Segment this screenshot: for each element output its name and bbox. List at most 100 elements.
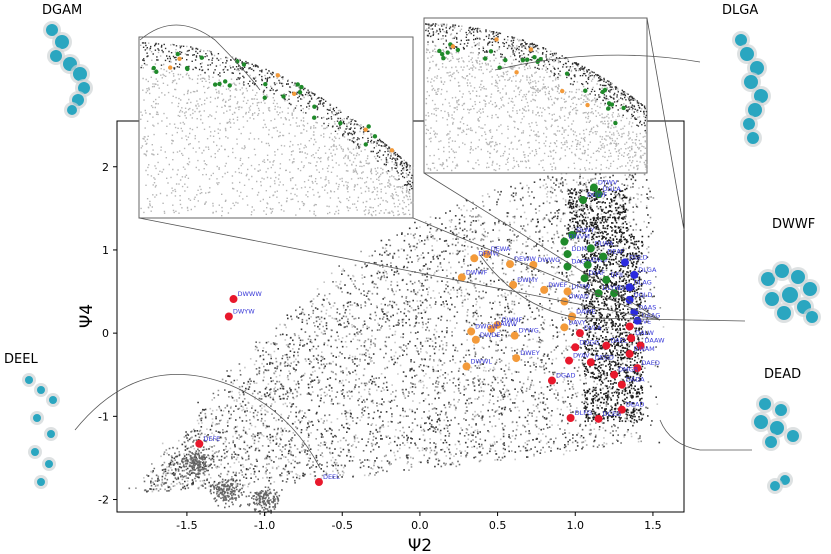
- point-label-dfmw: DFMW: [478, 249, 499, 257]
- inset-mark: [281, 94, 286, 99]
- structure-label-deel: DEEL: [4, 352, 38, 367]
- point-label-daaw: DAAW: [645, 337, 666, 345]
- point-dlwa: [586, 244, 595, 253]
- point-dmgr: [610, 370, 619, 379]
- inset-cloud-dense: [425, 23, 648, 132]
- point-label-dlag: DLAG: [634, 278, 652, 286]
- point-label-dfii: DFII: [610, 271, 623, 279]
- inset-mark: [450, 44, 456, 49]
- point-deel: [314, 478, 323, 487]
- cloud-cluster: [177, 448, 216, 479]
- point-dwam: [625, 349, 634, 358]
- inset-mark: [560, 88, 565, 94]
- point-label-davy: DAVY: [568, 318, 585, 326]
- point-label-deww: DEWW: [514, 255, 537, 263]
- point-label-deve: DEVE: [634, 317, 652, 325]
- point-label-dwwf: DWWF: [466, 268, 488, 276]
- inset-mark: [154, 69, 159, 75]
- point-label-dwww: DWWW: [238, 290, 263, 298]
- structure-label-dlga: DLGA: [722, 3, 758, 18]
- point-dywv: [589, 183, 598, 192]
- point-label-ddmw: DDMW: [571, 245, 594, 253]
- point-dwyw: [224, 312, 233, 321]
- point-dfmw: [470, 254, 479, 263]
- point-label-dwam: DWAM: [634, 345, 655, 353]
- inset-mark: [338, 120, 343, 126]
- y-axis-label: Ψ4: [77, 304, 97, 328]
- point-daww: [487, 324, 496, 333]
- point-dwmf: [493, 320, 502, 329]
- point-label-dael: DAEL: [610, 337, 627, 345]
- inset-mark: [151, 65, 156, 71]
- molecule-dgam-image: [43, 21, 93, 118]
- point-label-dwef: DWEF: [548, 281, 568, 289]
- inset-mark: [488, 49, 494, 54]
- point-daag: [633, 316, 642, 325]
- point-dwey: [512, 354, 521, 363]
- point-label-dalw: DALW: [635, 329, 654, 337]
- inset-mark: [184, 65, 190, 71]
- background-point-cloud: [128, 166, 665, 516]
- inset-mark: [263, 82, 268, 87]
- point-dwmy: [509, 280, 518, 289]
- inset-mark: [621, 105, 626, 111]
- point-label-daed: DAED: [641, 359, 659, 367]
- inset-mark: [366, 124, 371, 129]
- inset-mark: [564, 71, 570, 76]
- point-label-dawe: DAWE: [576, 308, 596, 316]
- inset-mark: [600, 89, 605, 95]
- inset-mark: [291, 91, 297, 97]
- inset-mark: [177, 56, 182, 61]
- point-dwgw: [467, 327, 476, 336]
- inset-mark: [483, 56, 488, 61]
- x-axis-label: Ψ2: [408, 536, 432, 554]
- inset-mark: [613, 120, 618, 126]
- inset-mark: [235, 59, 240, 64]
- point-deaf: [599, 252, 608, 261]
- point-dgwf: [579, 196, 588, 205]
- point-dael: [602, 341, 611, 350]
- point-label-daag: DAAG: [641, 312, 660, 320]
- point-label-dwwl: DWWL: [471, 357, 493, 365]
- point-dagw: [563, 262, 572, 271]
- inset-mark: [606, 106, 611, 111]
- inset-mark: [439, 51, 445, 57]
- point-deve: [625, 322, 634, 331]
- point-daaw: [636, 341, 645, 350]
- point-defe: [195, 439, 204, 448]
- inset-mark: [312, 104, 317, 109]
- inset-mark: [175, 51, 180, 57]
- inset-mark: [441, 56, 446, 61]
- arrow-dlga: [494, 54, 701, 71]
- inset-mark: [538, 57, 543, 62]
- point-label-dyaf: DYAF: [589, 269, 606, 277]
- inset-mark: [199, 55, 204, 60]
- point-label-dceg: DCEG: [603, 410, 622, 418]
- x-tick-label: -0.5: [332, 519, 353, 532]
- point-label-defe: DEFE: [203, 435, 220, 443]
- point-label-dwgw: DWGW: [475, 322, 498, 330]
- point-label-dywv: DYWV: [598, 179, 618, 187]
- point-label-dywg: DYWG: [519, 327, 539, 335]
- x-tick-label: 0.0: [411, 519, 429, 532]
- point-dead: [617, 405, 626, 414]
- inset-mark: [312, 115, 317, 120]
- point-dewa: [482, 250, 491, 259]
- point-label-dewa: DEWA: [491, 245, 511, 253]
- inset-mark: [262, 95, 267, 100]
- point-dgld: [620, 258, 629, 267]
- point-label-dlyw: DLYW: [603, 284, 622, 292]
- point-label-dgla: DGLA: [603, 185, 622, 193]
- point-label-dead: DEAD: [626, 401, 645, 409]
- inset-mark: [217, 81, 222, 87]
- inset-mark: [585, 102, 590, 108]
- point-label-degd: DEGD: [595, 353, 614, 361]
- inset-mark: [494, 37, 499, 42]
- molecule-dlga-image: [732, 31, 771, 147]
- point-ddgg: [571, 343, 580, 352]
- point-davy: [560, 323, 569, 332]
- point-label-daww: DAWW: [495, 320, 517, 328]
- x-tick-label: 1.0: [567, 519, 585, 532]
- point-dmiw: [563, 287, 572, 296]
- point-label-dada: DADA: [626, 376, 645, 384]
